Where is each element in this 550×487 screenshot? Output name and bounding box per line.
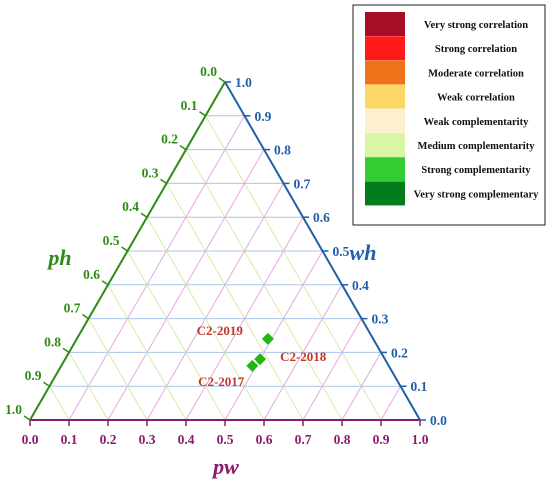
legend-swatch [365,12,405,36]
legend-label: Strong complementarity [421,165,531,176]
legend-label: Moderate correlation [428,68,524,79]
tick-label-ph: 0.8 [44,334,61,349]
legend-swatch [365,60,405,85]
tick-label-pw: 0.3 [139,432,156,447]
legend-label: Weak correlation [437,93,515,104]
grid-line-ph [127,250,226,421]
tick-mark-ph [62,347,70,354]
tick-label-wh: 0.3 [372,312,389,327]
tick-mark-ph [160,178,167,185]
data-point-marker [246,359,259,372]
tick-label-ph: 0.2 [161,132,178,147]
tick-label-pw: 0.2 [100,432,117,447]
data-point-label: C2-2017 [198,374,245,389]
legend-swatch [365,133,405,157]
grid-line-pw [380,385,401,421]
tick-label-pw: 0.9 [373,432,390,447]
grid-line-pw [68,115,245,421]
data-point-marker [261,332,274,345]
tick-label-pw: 0.5 [217,432,234,447]
tick-label-ph: 0.1 [181,98,198,113]
tick-mark-ph [218,77,226,83]
tick-label-pw: 0.1 [61,432,78,447]
tick-label-wh: 0.5 [333,244,350,259]
legend-swatch [365,157,405,182]
tick-label-ph: 0.0 [200,64,217,79]
legend-swatch [365,84,405,109]
tick-label-wh: 0.7 [294,176,311,191]
tick-labels: 0.0 0.0 0.0 0.1 0.1 0.1 0.2 0.2 0.2 0.3 0.3 0.3 0.4 0… [5,64,447,447]
tick-mark-ph [43,381,50,387]
data-point-marker [254,353,267,366]
tick-label-ph: 0.5 [103,233,120,248]
tick-mark-ph [101,280,109,286]
tick-mark-ph [140,212,148,218]
grid-line-ph [205,115,382,421]
data-point-label: C2-2018 [280,349,327,364]
tick-mark-ph [179,144,187,151]
tick-label-pw: 0.4 [178,432,195,447]
tick-label-pw: 0.8 [334,432,351,447]
tick-label-wh: 1.0 [235,75,252,90]
axis-title-wh: wh [350,240,377,265]
tick-label-wh: 0.9 [255,109,272,124]
grid-line-pw [224,250,323,421]
tick-label-wh: 0.8 [274,143,291,158]
data-point-label: C2-2019 [197,323,244,338]
tick-label-wh: 0.2 [391,345,408,360]
tick-label-wh: 0.4 [352,278,369,293]
grid-line-pw [263,284,343,421]
tick-mark-ph [23,415,31,421]
legend-swatch [365,36,405,61]
grid-line-ph [166,183,304,421]
tick-label-pw: 0.7 [295,432,312,447]
axis-title-ph: ph [46,245,71,270]
axis-title-pw: pw [211,454,239,479]
data-points: C2-2019 C2-2018 C2-2017 [197,323,327,389]
grid-line-ph [88,318,148,421]
grid-line-pw [302,318,362,421]
tick-label-ph: 0.6 [83,267,100,282]
grid-line-ph [49,385,70,421]
tick-label-ph: 0.9 [25,368,42,383]
tick-label-wh: 0.1 [411,379,428,394]
legend-label: Medium complementarity [418,141,536,152]
tick-label-ph: 0.7 [64,301,81,316]
legend-label: Strong correlation [435,44,517,55]
grid-line-pw [341,352,382,421]
tick-label-wh: 0.0 [430,413,447,428]
grid-lines [49,115,401,421]
tick-label-ph: 0.3 [142,165,159,180]
grid-line-ph [107,284,187,421]
tick-label-pw: 0.0 [22,432,39,447]
tick-label-ph: 1.0 [5,402,22,417]
legend: Very strong correlation Strong correlatio… [352,4,546,226]
tick-label-wh: 0.6 [313,210,330,225]
tick-label-ph: 0.4 [122,199,139,214]
tick-mark-ph [82,313,89,320]
grid-line-ph [68,352,109,421]
grid-line-pw [146,183,284,421]
tick-label-pw: 0.6 [256,432,273,447]
legend-label: Weak complementarity [424,117,529,128]
legend-swatch [365,181,405,206]
legend-swatch [365,108,405,133]
legend-label: Very strong correlation [424,20,528,31]
tick-mark-ph [121,246,128,252]
tick-mark-ph [199,111,206,117]
tick-label-pw: 1.0 [412,432,429,447]
legend-label: Very strong complementary [414,189,540,200]
axis-titles: ph wh pw [46,240,376,479]
